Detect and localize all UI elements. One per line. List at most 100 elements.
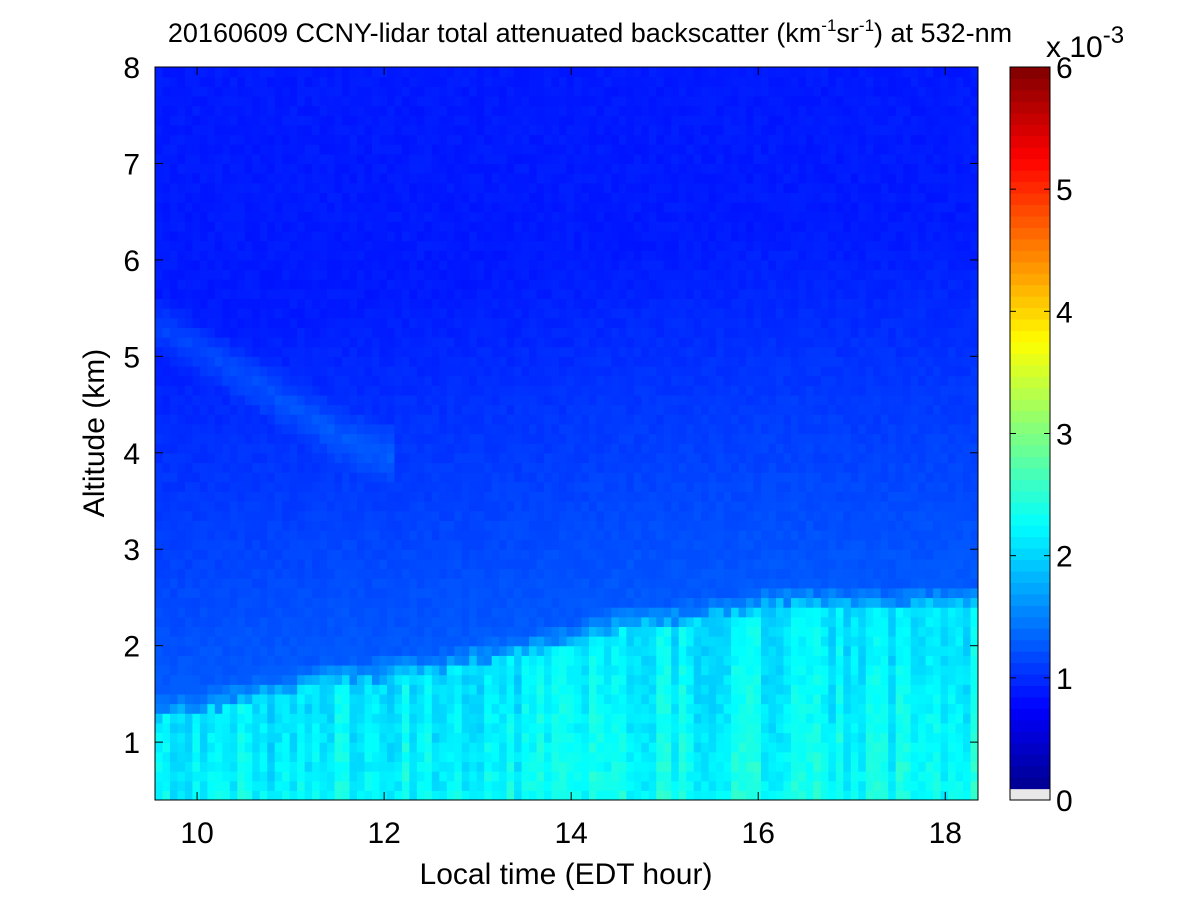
heatmap-cell — [386, 337, 396, 348]
heatmap-cell — [424, 713, 433, 724]
heatmap-cell — [252, 693, 261, 705]
heatmap-cell — [386, 124, 396, 136]
heatmap-cell — [282, 626, 291, 637]
heatmap-cell — [626, 645, 635, 656]
heatmap-cell — [327, 597, 336, 608]
heatmap-cell — [499, 365, 508, 377]
heatmap-cell — [349, 568, 358, 579]
heatmap-cell — [484, 751, 493, 763]
heatmap-cell — [327, 269, 336, 280]
heatmap-cell — [184, 182, 194, 193]
heatmap-cell — [289, 664, 298, 676]
heatmap-cell — [573, 751, 583, 763]
heatmap-cell — [491, 134, 500, 145]
heatmap-cell — [424, 269, 433, 280]
heatmap-cell — [588, 529, 598, 541]
heatmap-cell — [536, 337, 545, 348]
heatmap-cell — [155, 771, 164, 782]
heatmap-cell — [379, 501, 388, 512]
heatmap-cell — [506, 240, 515, 251]
heatmap-cell — [514, 76, 523, 87]
heatmap-cell — [641, 578, 650, 589]
heatmap-cell — [431, 192, 440, 203]
heatmap-cell — [386, 221, 396, 232]
heatmap-cell — [446, 134, 455, 145]
heatmap-cell — [401, 636, 410, 647]
heatmap-cell — [349, 202, 358, 213]
heatmap-cell — [297, 549, 306, 560]
heatmap-cell — [259, 95, 268, 107]
heatmap-cell — [342, 288, 351, 300]
heatmap-cell — [573, 713, 583, 724]
heatmap-cell — [274, 202, 283, 213]
heatmap-cell — [222, 211, 231, 222]
heatmap-cell — [297, 732, 306, 743]
heatmap-cell — [424, 674, 433, 685]
heatmap-cell — [633, 520, 642, 531]
heatmap-cell — [424, 722, 433, 734]
heatmap-cell — [386, 491, 396, 502]
heatmap-cell — [252, 317, 261, 328]
heatmap-cell — [469, 67, 478, 78]
heatmap-cell — [267, 182, 276, 193]
heatmap-cell — [514, 327, 523, 338]
heatmap-cell — [312, 365, 321, 377]
heatmap-cell — [416, 539, 425, 550]
heatmap-cell — [506, 134, 515, 145]
heatmap-cell — [304, 173, 313, 184]
heatmap-cell — [581, 105, 590, 116]
heatmap-cell — [162, 414, 171, 425]
heatmap-cell — [588, 67, 598, 78]
heatmap-cell — [484, 771, 493, 782]
heatmap-cell — [618, 703, 627, 714]
heatmap-cell — [409, 308, 418, 319]
heatmap-cell — [424, 780, 433, 791]
heatmap-cell — [603, 558, 612, 570]
heatmap-cell — [169, 674, 179, 685]
heatmap-cell — [596, 539, 605, 550]
heatmap-cell — [349, 780, 358, 791]
heatmap-cell — [252, 250, 261, 261]
heatmap-cell — [274, 192, 283, 203]
heatmap-cell — [184, 144, 194, 155]
heatmap-cell — [618, 674, 627, 685]
heatmap-cell — [431, 259, 440, 271]
heatmap-cell — [633, 317, 642, 328]
heatmap-cell — [394, 346, 403, 357]
heatmap-cell — [214, 742, 223, 753]
heatmap-cell — [244, 443, 253, 454]
heatmap-cell — [169, 597, 179, 608]
heatmap-cell — [521, 385, 530, 396]
heatmap-cell — [334, 481, 343, 492]
heatmap-cell — [416, 230, 425, 242]
heatmap-cell — [431, 626, 440, 637]
heatmap-cell — [177, 713, 186, 724]
heatmap-cell — [252, 269, 261, 280]
heatmap-cell — [416, 597, 425, 608]
heatmap-cell — [469, 433, 478, 444]
heatmap-cell — [244, 529, 253, 541]
heatmap-cell — [259, 317, 268, 328]
heatmap-cell — [409, 664, 418, 676]
heatmap-cell — [222, 616, 231, 627]
heatmap-cell — [439, 76, 448, 87]
heatmap-cell — [544, 394, 553, 406]
heatmap-cell — [282, 317, 291, 328]
heatmap-cell — [484, 790, 493, 800]
heatmap-cell — [536, 423, 545, 435]
heatmap-cell — [259, 269, 268, 280]
heatmap-cell — [484, 317, 493, 328]
heatmap-cell — [641, 558, 650, 570]
heatmap-cell — [633, 578, 642, 589]
heatmap-cell — [529, 385, 538, 396]
heatmap-cell — [573, 578, 583, 589]
heatmap-cell — [379, 510, 388, 521]
heatmap-cell — [424, 153, 433, 165]
heatmap-cell — [312, 693, 321, 705]
heatmap-cell — [573, 443, 583, 454]
heatmap-cell — [521, 722, 530, 734]
heatmap-cell — [469, 703, 478, 714]
heatmap-cell — [371, 230, 381, 242]
heatmap-cell — [304, 549, 313, 560]
heatmap-cell — [386, 732, 396, 743]
